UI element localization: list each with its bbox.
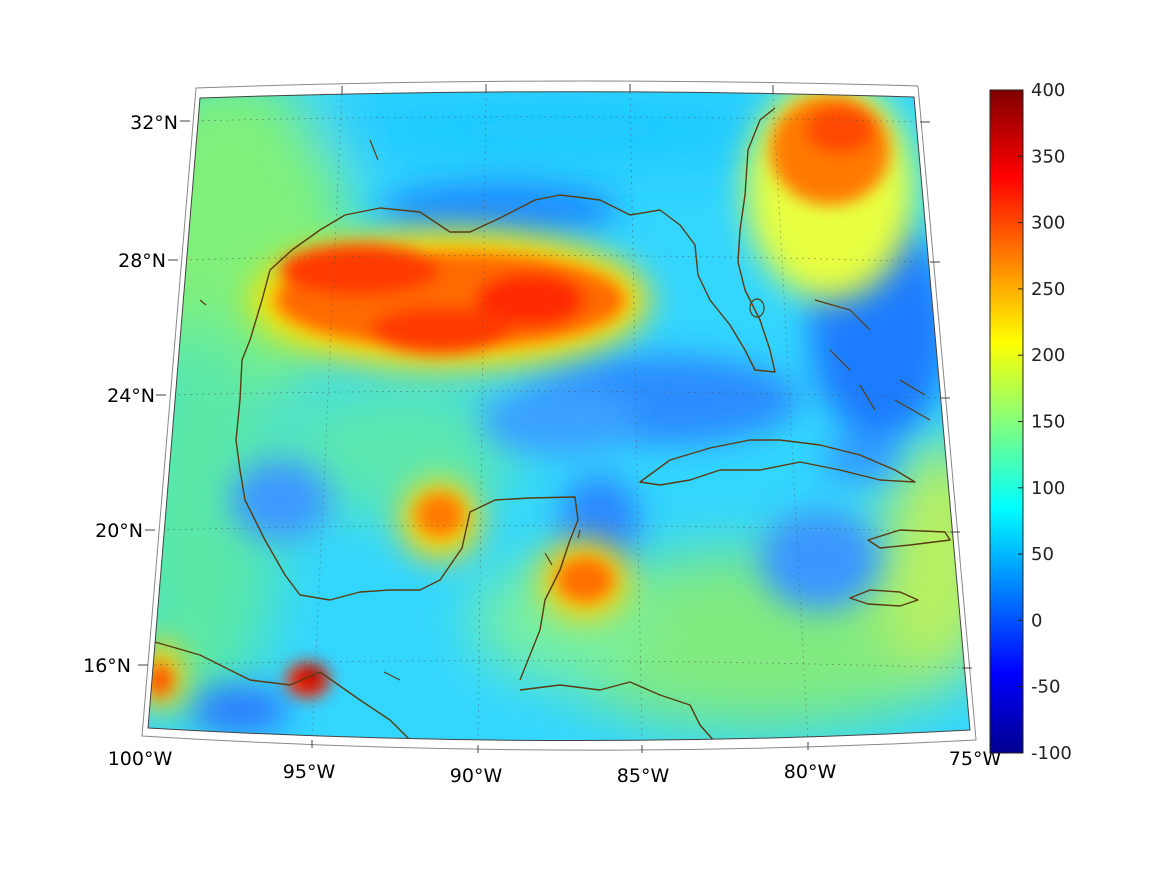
lon-label: 75°W [949,748,1002,770]
lon-label: 80°W [784,761,837,783]
colorbar-tick-label: 100 [1031,478,1065,499]
lat-label: 28°N [118,250,166,272]
colorbar-tick-label: 200 [1031,345,1065,366]
colorbar-tick-label: 0 [1031,610,1042,631]
map-frame-outer [141,80,977,751]
mexico-gulf-coast [239,469,579,681]
small-islands [199,139,581,681]
colorbar-tick-label: 400 [1031,80,1065,101]
colorbar-tick-label: 150 [1031,412,1065,433]
lon-label: 95°W [283,761,336,783]
lat-labels: 32°N 28°N 24°N 20°N 16°N [83,112,178,677]
us-gulf-coast [235,107,776,471]
jamaica [849,589,919,607]
lon-label: 100°W [108,748,173,770]
lon-labels: 100°W 95°W 90°W 85°W 80°W 75°W [108,748,1002,787]
colorbar-tick-label: 300 [1031,213,1065,234]
hispaniola [867,529,951,549]
colorbar-tick-label: 250 [1031,279,1065,300]
colorbar: 400 350 300 250 200 150 100 50 0 -50 -100 [989,80,1072,764]
pacific-coast [154,641,413,741]
frame-ticks [138,84,972,753]
colorbar-ticks: 400 350 300 250 200 150 100 50 0 -50 -100 [1018,80,1072,764]
lat-label: 32°N [130,112,178,134]
map-frame [147,91,971,742]
coastlines [154,107,951,741]
lat-label: 24°N [107,385,155,407]
colorbar-tick-label: -100 [1031,743,1072,764]
colorbar-tick-label: -50 [1031,677,1060,698]
colorbar-tick-label: 350 [1031,146,1065,167]
colorbar-tick-label: 50 [1031,544,1054,565]
central-america-coast [519,681,716,741]
bahamas [814,299,931,421]
lat-label: 20°N [95,520,143,542]
lon-label: 90°W [450,765,503,787]
graticule [148,91,963,741]
colorbar-gradient [989,89,1024,754]
lake-okeechobee [749,298,765,318]
data-field [148,91,970,741]
lon-label: 85°W [617,765,670,787]
lat-label: 16°N [83,655,131,677]
cuba [639,439,916,486]
